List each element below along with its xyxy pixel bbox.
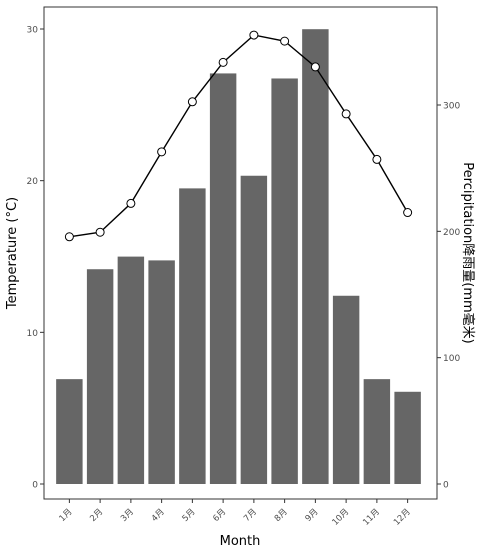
precipitation-bar-11 — [363, 379, 391, 484]
right-y-axis: 0 100 200 300 — [437, 102, 460, 491]
temperature-point-9 — [310, 62, 320, 72]
precipitation-bar-5 — [179, 188, 206, 484]
precipitation-bar-8 — [271, 78, 298, 484]
temperature-point-8 — [280, 36, 290, 46]
temperature-point-6 — [218, 57, 228, 67]
precipitation-bar-10 — [332, 295, 360, 484]
precipitation-bars — [56, 29, 421, 485]
left-y-axis-title: Temperature (°C) — [5, 197, 20, 310]
temperature-point-2 — [95, 227, 105, 237]
right-tick-label: 300 — [443, 102, 460, 112]
precipitation-bar-1 — [56, 379, 83, 484]
temperature-line-path — [69, 34, 409, 238]
left-tick-label: 30 — [27, 26, 39, 36]
precipitation-bar-12 — [394, 391, 421, 484]
temperature-point-12 — [403, 208, 413, 218]
precipitation-bar-7 — [240, 175, 268, 484]
temperature-point-11 — [372, 154, 382, 164]
x-axis: 1月 2月 3月 4月 5月 6月 7月 8月 9月 10月 11月 12月 — [58, 499, 413, 528]
precipitation-bar-3 — [117, 256, 145, 484]
temperature-point-1 — [64, 232, 74, 242]
temperature-point-7 — [249, 30, 259, 40]
temperature-line — [64, 30, 413, 242]
temperature-point-10 — [341, 109, 351, 119]
right-y-axis-title: Percipitation降雨量(mm毫米) — [460, 162, 476, 344]
precipitation-bar-6 — [209, 73, 237, 485]
precipitation-bar-9 — [302, 29, 329, 484]
right-tick-label: 200 — [443, 228, 460, 238]
x-axis-title: Month — [220, 534, 261, 549]
temperature-point-5 — [187, 97, 197, 107]
left-tick-label: 20 — [27, 177, 39, 187]
temperature-point-4 — [157, 147, 167, 157]
right-tick-label: 100 — [443, 354, 460, 364]
left-y-axis: 0 10 20 30 — [27, 26, 44, 491]
precipitation-bar-2 — [86, 269, 114, 484]
left-tick-label: 0 — [32, 481, 38, 491]
left-tick-label: 10 — [27, 329, 39, 339]
precipitation-bar-4 — [148, 260, 175, 484]
temperature-point-3 — [126, 198, 136, 208]
plot-panel-border — [43, 6, 438, 500]
right-tick-label: 0 — [443, 481, 449, 491]
